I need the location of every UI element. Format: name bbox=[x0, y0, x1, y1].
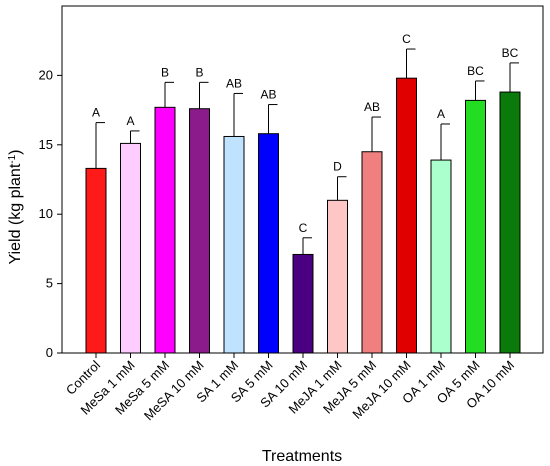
bar bbox=[85, 167, 107, 354]
bar bbox=[189, 108, 210, 354]
bar bbox=[396, 77, 417, 354]
significance-label: C bbox=[402, 32, 411, 46]
y-tick-label: 20 bbox=[39, 67, 53, 82]
y-axis-title-main: Yield (kg plant bbox=[7, 163, 24, 264]
significance-label: A bbox=[437, 107, 445, 121]
significance-label: BC bbox=[502, 46, 519, 60]
y-tick-label: 5 bbox=[46, 276, 53, 291]
y-tick-label: 0 bbox=[46, 345, 53, 360]
y-axis-title-exponent: -1 bbox=[7, 154, 18, 163]
significance-label: AB bbox=[226, 76, 242, 90]
error-bars bbox=[95, 48, 519, 255]
significance-label: AB bbox=[364, 100, 380, 114]
y-axis-title: Yield (kg plant-1) bbox=[7, 149, 25, 264]
bars bbox=[85, 77, 521, 354]
significance-label: A bbox=[126, 114, 134, 128]
significance-label: BC bbox=[467, 64, 484, 78]
y-axis-title-close: ) bbox=[7, 149, 24, 154]
significance-label: B bbox=[195, 65, 203, 79]
x-axis-title: Treatments bbox=[262, 448, 342, 465]
bar bbox=[465, 99, 486, 354]
bar bbox=[120, 142, 141, 354]
y-tick-label: 15 bbox=[39, 137, 53, 152]
y-axis-ticks: 0 5 10 15 20 bbox=[39, 67, 62, 360]
y-tick-label: 10 bbox=[39, 206, 53, 221]
bar bbox=[499, 91, 521, 354]
significance-label: AB bbox=[260, 88, 276, 102]
bar bbox=[154, 106, 176, 354]
bar bbox=[258, 133, 279, 354]
bar bbox=[223, 135, 245, 354]
significance-label: C bbox=[299, 221, 308, 235]
bar bbox=[292, 253, 314, 354]
significance-label: A bbox=[92, 106, 100, 120]
bar bbox=[430, 159, 452, 354]
bar bbox=[361, 151, 383, 354]
significance-label: D bbox=[333, 160, 342, 174]
significance-label: B bbox=[161, 65, 169, 79]
bar bbox=[327, 199, 348, 354]
